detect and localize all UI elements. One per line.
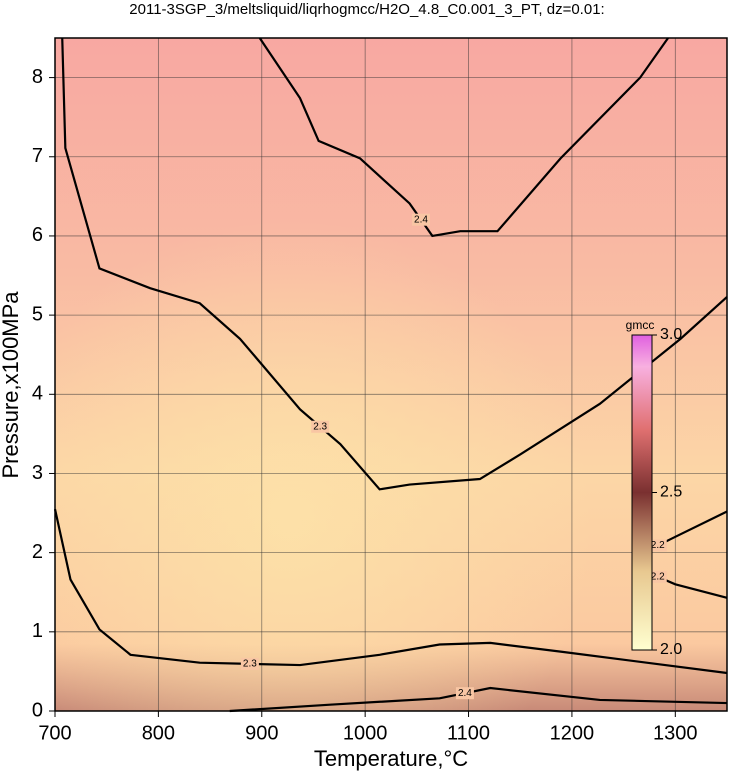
x-tick-label: 900 — [245, 722, 278, 744]
contour-label-bg — [455, 687, 474, 700]
contour-label-bg — [648, 570, 667, 583]
y-tick-label: 0 — [32, 699, 43, 721]
y-axis-label: Pressure,x100MPa — [0, 291, 23, 479]
contour-label-bg — [311, 420, 330, 433]
y-tick-label: 3 — [32, 462, 43, 484]
contour-label-bg — [648, 539, 667, 552]
y-tick-label: 4 — [32, 383, 43, 405]
contour-label: 2.2 — [651, 540, 665, 551]
y-tick-label: 7 — [32, 145, 43, 167]
contour-line — [61, 37, 728, 491]
chart-title: 2011-3SGP_3/meltsliquid/liqrhogmcc/H2O_4… — [129, 1, 604, 18]
contours: 2.4 2.3 2.3 2.4 2.2 2.2 — [53, 37, 728, 713]
x-axis-label: Temperature,°C — [314, 746, 468, 771]
contour-label: 2.3 — [243, 659, 257, 670]
contour-label-bg — [411, 213, 430, 226]
y-tick-label: 1 — [32, 620, 43, 642]
contour-label: 2.4 — [458, 688, 472, 699]
x-tick-label: 1300 — [653, 722, 698, 744]
x-tick-label: 700 — [38, 722, 71, 744]
plot-frame — [54, 37, 728, 712]
contour-label: 2.4 — [414, 214, 428, 225]
y-tick-label: 2 — [32, 541, 43, 563]
y-tick-label: 5 — [32, 303, 43, 325]
x-tick-label: 1000 — [343, 722, 388, 744]
y-tick-label: 8 — [32, 66, 43, 88]
colorbar-tick-label: 3.0 — [660, 326, 682, 343]
contour-label-bg — [240, 657, 259, 670]
colorbar — [631, 334, 653, 651]
y-tick-label: 6 — [32, 224, 43, 246]
contour-label: 2.2 — [651, 571, 665, 582]
x-tick-label: 800 — [142, 722, 175, 744]
x-tick-label: 1100 — [447, 722, 490, 744]
plot-glow — [55, 38, 727, 711]
contour-line — [53, 508, 728, 675]
colorbar-tick-label: 2.5 — [660, 484, 682, 501]
x-tick-label: 1200 — [550, 722, 595, 744]
contour-line — [258, 37, 669, 238]
colorbar-label: gmcc — [626, 318, 655, 332]
colorbar-tick-label: 2.0 — [660, 641, 682, 658]
contour-label: 2.3 — [313, 421, 327, 432]
